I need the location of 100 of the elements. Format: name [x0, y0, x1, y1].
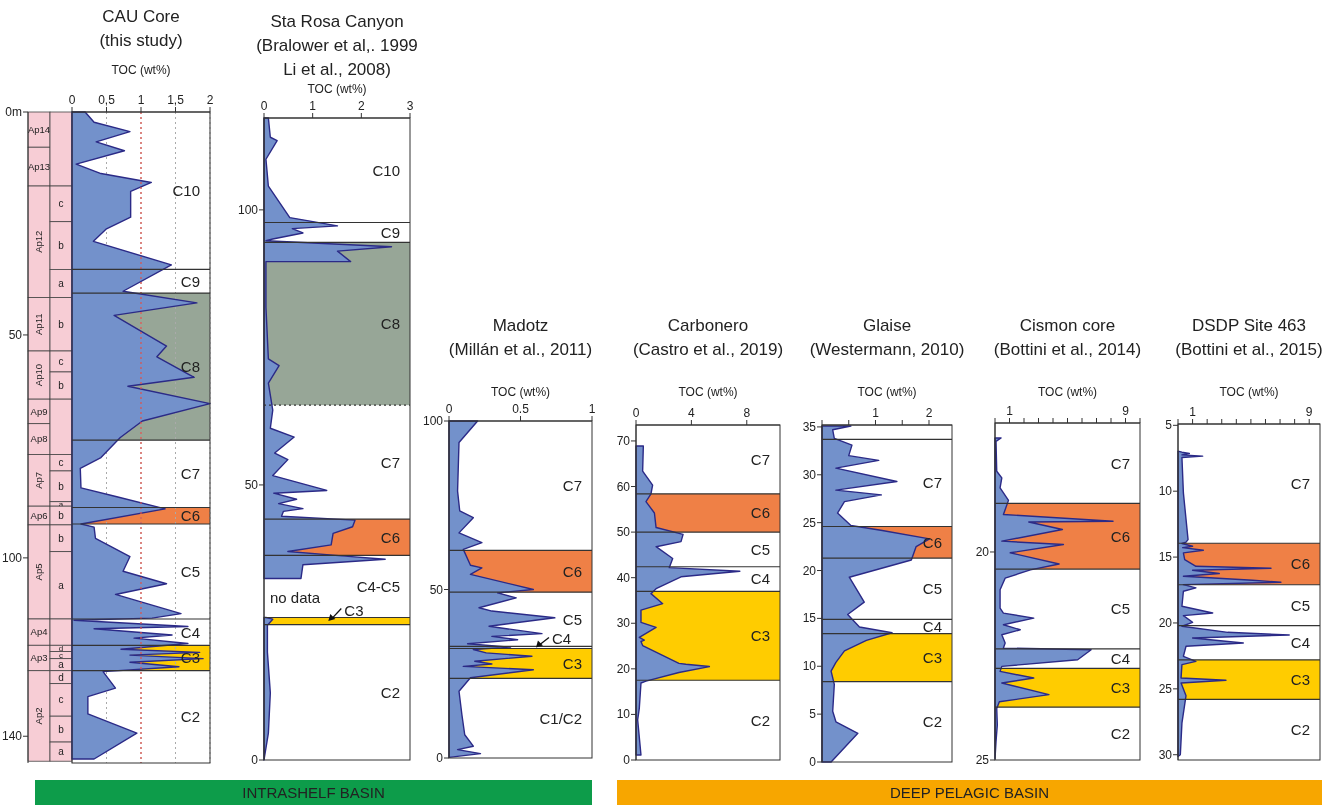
annotation: C1/C2: [539, 709, 582, 727]
annotation: C4: [551, 630, 572, 648]
series-label: Ap7: [33, 471, 45, 489]
annotation: C10: [372, 161, 400, 179]
y-tick-label: 100: [237, 202, 259, 217]
annotation: C4: [180, 623, 200, 641]
annotation: C2: [180, 708, 200, 726]
annotation: C7: [380, 453, 400, 471]
annotation: C5: [1110, 600, 1130, 618]
x-axis-title: TOC (wt%): [307, 82, 367, 96]
y-tick-label: 50: [8, 327, 23, 342]
band-label: C6: [1290, 555, 1310, 573]
y-tick-label: 10: [1158, 484, 1173, 499]
chart-title: Madotz (Millán et al., 2011): [448, 316, 593, 359]
band-label: C3: [1110, 679, 1130, 697]
annotation: C7: [562, 477, 582, 495]
annotation: C5: [180, 562, 200, 580]
y-tick-label: 20: [802, 563, 817, 578]
chart-title: DSDP Site 463 (Bottini et al., 2015): [1175, 316, 1323, 359]
series-label: Ap10: [33, 363, 45, 387]
x-tick-label: 0.5: [512, 402, 530, 416]
y-tick-label: 50: [429, 582, 444, 597]
x-axis-title: TOC (wt%): [111, 63, 171, 77]
annotation: C7: [922, 474, 942, 492]
series-label: a: [58, 659, 65, 671]
band-label: C6: [180, 507, 200, 525]
series-label: a: [58, 277, 65, 289]
annotation: C9: [380, 223, 400, 241]
chart-title: CAU Core (this study): [99, 7, 183, 50]
annotation: C2: [922, 713, 942, 731]
series-label: Ap3: [30, 652, 48, 664]
annotation: C2: [1290, 721, 1310, 739]
y-tick-label: 20: [1158, 615, 1173, 630]
x-axis-title: TOC (wt%): [678, 385, 738, 399]
series-label: Ap8: [30, 433, 48, 445]
annotation: C5: [562, 610, 582, 628]
annotation: C4: [750, 570, 770, 588]
series-label: c: [58, 355, 64, 367]
x-tick-label: 9: [1305, 405, 1313, 419]
series-label: Ap6: [30, 509, 48, 521]
band-label: C3: [750, 627, 770, 645]
y-tick-label: 0: [623, 753, 631, 767]
x-tick-label: 4: [688, 406, 696, 420]
series-label: b: [58, 532, 65, 544]
series-label: b: [58, 380, 65, 392]
band-label: C6: [750, 504, 770, 522]
x-tick-label: 2: [357, 99, 365, 113]
x-tick-label: 2: [206, 93, 214, 107]
band-label: C6: [562, 562, 582, 580]
y-tick-label: 25: [1158, 681, 1173, 696]
y-tick-label: 60: [616, 479, 631, 494]
band-label: C8: [380, 315, 400, 333]
band-label: C3: [344, 601, 364, 619]
series-label: a: [58, 499, 64, 509]
series-label: Ap12: [33, 230, 45, 253]
y-tick-label: 100: [1, 550, 23, 565]
annotation: C9: [180, 272, 200, 290]
annotation: C2: [750, 711, 770, 729]
annotation: C2: [1110, 724, 1130, 742]
x-tick-label: 1: [588, 402, 596, 416]
chart-title: Carbonero (Castro et al., 2019): [632, 316, 784, 359]
x-tick-label: 1: [872, 406, 880, 420]
series-label: Ap2: [33, 707, 45, 725]
y-tick-label: 35: [802, 419, 817, 434]
x-tick-label: 0: [445, 402, 453, 416]
y-tick-label: 0: [251, 753, 259, 767]
y-tick-label: 50: [616, 525, 631, 540]
series-label: b: [58, 318, 65, 330]
series-label: b: [58, 240, 65, 252]
annotation: C7: [1110, 454, 1130, 472]
y-tick-label: 10: [616, 707, 631, 722]
x-tick-label: 9: [1122, 404, 1130, 418]
series-label: b: [58, 723, 65, 735]
series-label: Ap9: [30, 405, 48, 417]
x-tick-label: 0: [68, 93, 76, 107]
series-label: d: [58, 671, 64, 683]
chart-title: Sta Rosa Canyon (Bralower et al,. 1999 Li et al., 2008): [256, 12, 418, 79]
band-label: C3: [922, 649, 942, 667]
annotation: no data: [270, 588, 321, 606]
x-tick-label: 2: [925, 406, 933, 420]
y-tick-label: 50: [244, 477, 259, 492]
annotation: C4: [1290, 634, 1310, 652]
band-label: C3: [1290, 671, 1310, 689]
chart-title: Glaise (Westermann, 2010): [809, 316, 965, 359]
band-label: C6: [380, 528, 400, 546]
annotation: C4: [1110, 650, 1130, 668]
annotation: C7: [1290, 475, 1310, 493]
y-tick-label: 10: [802, 659, 817, 674]
annotation: C5: [1290, 596, 1310, 614]
x-tick-label: 3: [406, 99, 414, 113]
chart-title: Cismon core (Bottini et al., 2014): [993, 316, 1142, 359]
band-label: C3: [562, 654, 582, 672]
y-tick-label: 30: [616, 616, 631, 631]
y-tick-label: 70: [616, 433, 631, 448]
text: INTRASHELF BASIN: [242, 784, 385, 801]
series-label: Ap5: [33, 563, 45, 581]
annotation: C2: [380, 683, 400, 701]
band-label: C8: [180, 358, 200, 375]
annotation: C7: [750, 450, 770, 468]
x-axis-title: TOC (wt%): [857, 385, 917, 399]
